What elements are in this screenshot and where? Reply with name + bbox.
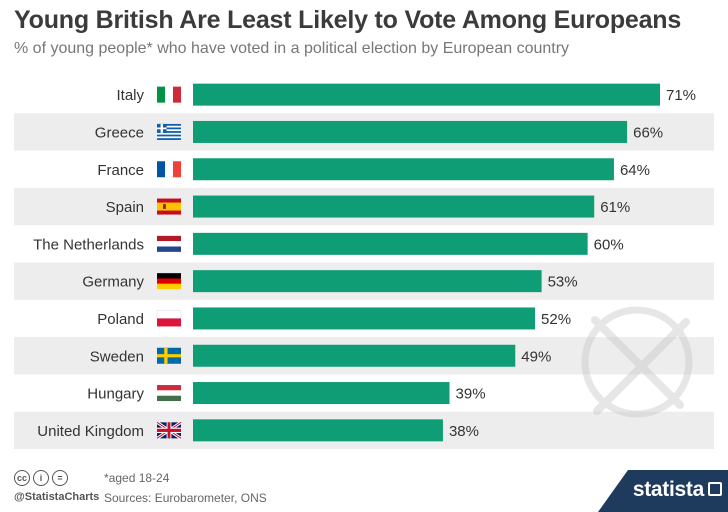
poland-flag-icon <box>157 310 181 326</box>
greece-flag-icon <box>157 124 181 140</box>
value-label: 52% <box>541 311 571 328</box>
france-flag-icon <box>157 161 181 177</box>
value-label: 66% <box>633 124 663 141</box>
value-label: 71% <box>666 87 696 104</box>
category-label: Hungary <box>87 386 144 403</box>
netherlands-flag-icon <box>157 236 181 252</box>
bar-chart: Italy 71% Greece 66% France 64% Spain 61% The Ne… <box>0 0 728 512</box>
chart-title: Young British Are Least Likely to Vote A… <box>14 6 681 35</box>
category-label: The Netherlands <box>33 236 144 253</box>
cc-icon: cc <box>14 470 30 486</box>
spain-flag-icon <box>157 199 181 215</box>
source-text: Sources: Eurobarometer, ONS <box>104 491 267 505</box>
germany-flag-icon <box>157 273 181 289</box>
category-label: Sweden <box>90 348 144 365</box>
bar <box>193 196 594 218</box>
bar <box>193 158 614 180</box>
license-icons: cc i = <box>14 470 68 486</box>
hungary-flag-icon <box>157 385 181 401</box>
bar <box>193 307 535 329</box>
bar <box>193 233 588 255</box>
category-label: Spain <box>106 199 144 216</box>
statista-logo[interactable]: statista <box>633 478 704 502</box>
chart-subtitle: % of young people* who have voted in a p… <box>14 40 569 58</box>
value-label: 53% <box>548 274 578 291</box>
bar <box>193 121 627 143</box>
category-label: Greece <box>95 124 144 141</box>
category-label: France <box>97 162 144 179</box>
italy-flag-icon <box>157 87 181 103</box>
value-label: 64% <box>620 162 650 179</box>
sweden-flag-icon <box>157 348 181 364</box>
category-label: Germany <box>82 274 144 291</box>
bar <box>193 84 660 106</box>
category-label: Italy <box>116 87 144 104</box>
category-label: United Kingdom <box>37 423 144 440</box>
twitter-handle: @StatistaCharts <box>14 491 99 503</box>
bar <box>193 382 450 404</box>
value-label: 39% <box>456 386 486 403</box>
footnote: *aged 18-24 <box>104 471 169 485</box>
attribution-icon: i <box>33 470 49 486</box>
bar <box>193 270 542 292</box>
uk-flag-icon <box>157 422 181 438</box>
bar <box>193 419 443 441</box>
value-label: 38% <box>449 423 479 440</box>
value-label: 61% <box>600 199 630 216</box>
statista-logo-icon <box>708 482 722 496</box>
value-label: 60% <box>594 236 624 253</box>
category-label: Poland <box>97 311 144 328</box>
bar <box>193 345 515 367</box>
no-derivatives-icon: = <box>52 470 68 486</box>
value-label: 49% <box>521 348 551 365</box>
